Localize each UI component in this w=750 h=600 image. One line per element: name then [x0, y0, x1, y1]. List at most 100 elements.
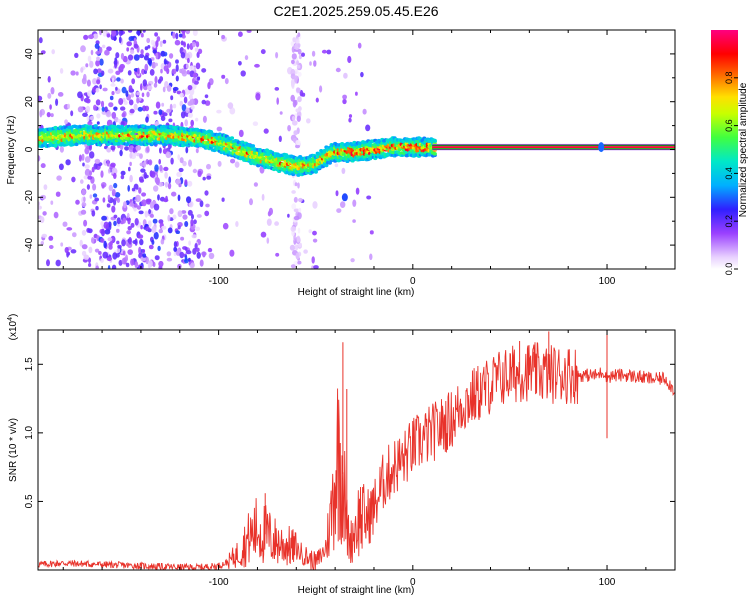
spectrogram-ridge-cell [313, 170, 318, 174]
spectrogram-noise-cell [366, 195, 372, 200]
snr-x-tick-label: 0 [410, 577, 416, 588]
spectrogram-noise-cell [99, 58, 104, 66]
spectrogram-noise-cell [119, 149, 123, 157]
spectrogram-noise-cell [94, 43, 100, 49]
spectrogram-noise-cell [132, 240, 138, 244]
spectrogram-noise-cell [172, 31, 176, 39]
spectrogram-noise-cell [291, 190, 296, 194]
spectrogram-noise-cell [290, 94, 296, 102]
spectrogram-noise-cell [137, 106, 143, 112]
spectrogram-noise-cell [180, 40, 184, 46]
snr-y-multiplier: (x104) [7, 314, 19, 341]
spectrogram-noise-cell [40, 241, 44, 246]
spectrogram-noise-cell [169, 111, 172, 117]
spectrogram-noise-cell [194, 243, 198, 250]
spectrogram-noise-cell [268, 207, 273, 216]
spectrogram-noise-cell [191, 41, 196, 48]
spectrogram-noise-cell [106, 203, 111, 208]
spectrogram-noise-cell [195, 62, 201, 70]
spectrogram-noise-cell [178, 183, 182, 188]
spectrogram-noise-cell [335, 67, 341, 73]
spectrogram-noise-cell [113, 182, 118, 189]
spectrogram-noise-cell [38, 201, 41, 206]
spectrogram-noise-cell [138, 246, 142, 255]
spectrogram-ridge-cell [324, 163, 329, 168]
spectrogram-noise-cell [110, 162, 116, 168]
spectrogram-noise-cell [298, 197, 303, 203]
spectrogram-noise-cell [125, 90, 129, 97]
spectrogram-noise-cell [235, 221, 239, 227]
spectrogram-noise-cell [83, 34, 89, 40]
spectrogram-noise-cell [297, 96, 302, 103]
spectrogram-noise-cell [255, 93, 261, 101]
spectrogram-noise-cell [82, 112, 88, 118]
spectrogram-noise-cell [115, 70, 121, 76]
spectrogram-noise-cell [275, 52, 279, 59]
spectrogram-noise-cell [96, 79, 101, 85]
spectrogram-noise-cell [240, 70, 246, 77]
spectrogram-noise-cell [182, 214, 188, 220]
spectrogram-noise-cell [96, 113, 101, 119]
spectrogram-noise-cell [131, 151, 138, 157]
spectrogram-noise-cell [297, 182, 300, 189]
spectrogram-noise-cell [101, 228, 105, 237]
spectrogram-noise-cell [112, 252, 118, 260]
spectrogram-noise-cell [130, 93, 135, 98]
spectrogram-noise-cell [47, 92, 52, 99]
spectrogram-noise-cell [190, 119, 194, 127]
spectrogram-noise-cell [115, 86, 118, 91]
spectrogram-noise-cell [89, 194, 93, 199]
spectrogram-noise-cell [47, 76, 51, 83]
spectrogram-noise-cell [217, 160, 222, 167]
spectrogram-noise-cell [106, 147, 112, 153]
snr-x-tick-label: 100 [599, 577, 616, 588]
spectrogram-noise-cell [116, 228, 120, 233]
spectrogram-noise-cell [244, 55, 249, 61]
spectrogram-noise-cell [111, 30, 117, 37]
spectrogram-noise-cell [108, 242, 113, 247]
spectrogram-noise-cell [99, 84, 102, 90]
spectrogram-noise-cell [40, 50, 46, 55]
spectrogram-noise-cell [163, 166, 169, 172]
spectrogram-noise-cell [87, 55, 92, 62]
spectrogram-noise-cell [177, 194, 181, 202]
spectrogram-noise-cell [120, 52, 125, 60]
spectrogram-noise-cell [102, 30, 107, 37]
spectrogram-noise-cell [178, 167, 184, 173]
spectrogram-noise-cell [301, 52, 305, 57]
spectrogram-noise-cell [118, 259, 123, 266]
spectrogram-noise-cell [163, 198, 169, 203]
spectrogram-noise-cell [186, 70, 190, 75]
spectrogram-noise-cell [128, 237, 133, 245]
spectrogram-noise-cell [46, 259, 50, 267]
spectrogram-noise-cell [169, 53, 174, 59]
spectrogram-noise-cell [171, 191, 177, 197]
spectrogram-noise-cell [297, 227, 301, 234]
snr-y-tick-label: 0.5 [24, 494, 35, 508]
spectrogram-noise-cell [139, 238, 144, 246]
spectrogram-noise-cell [167, 227, 173, 234]
spectrogram-noise-cell [129, 108, 135, 114]
spectrogram-noise-cell [43, 184, 48, 190]
spectrogram-noise-cell [95, 50, 101, 55]
spectrogram-noise-cell [85, 98, 91, 104]
spectrogram-noise-cell [313, 265, 319, 269]
spectrogram-noise-cell [141, 68, 146, 75]
spectrogram-noise-cell [100, 258, 104, 263]
spectrogram-noise-cell [348, 117, 352, 123]
spectrogram-noise-cell [74, 52, 79, 59]
spectrogram-noise-cell [287, 125, 291, 132]
spectrogram-noise-cell [111, 264, 117, 269]
spectrogram-noise-cell [221, 197, 225, 202]
spectrogram-noise-cell [120, 106, 126, 111]
spectrogram-y-label: Frequency (Hz) [6, 116, 17, 185]
spectrogram-noise-cell [199, 259, 204, 267]
spectrogram-noise-cell [297, 43, 301, 48]
spectrogram-noise-cell [179, 100, 184, 107]
spectrogram-noise-cell [89, 115, 94, 121]
spectrogram-noise-cell [121, 257, 127, 265]
spectrogram-noise-cell [127, 30, 133, 33]
spectrogram-noise-cell [216, 109, 222, 114]
spectrogram-noise-cell [95, 206, 99, 211]
spectrogram-noise-cell [287, 213, 290, 218]
